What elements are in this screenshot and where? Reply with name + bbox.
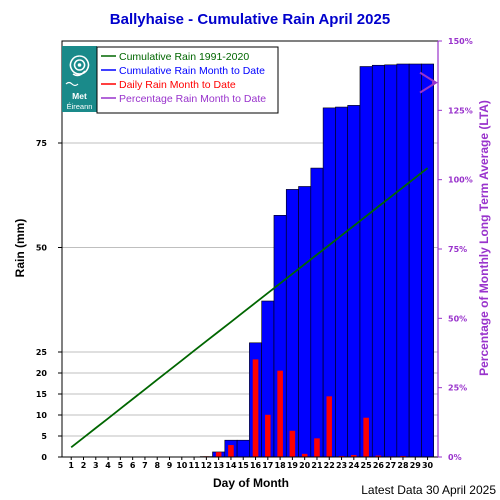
lta-line-group [70, 167, 429, 449]
logo-text-met: Met [72, 91, 87, 101]
y-axis-left-ticks: 0 5 10 15 20 25 50 75 [36, 139, 62, 462]
y-axis-right-ticks: 0% 25% 50% 75% 100% 125% 150% [438, 37, 473, 462]
x-tick-label: 23 [336, 461, 347, 470]
x-tick-label: 27 [385, 461, 396, 470]
x-tick-label: 26 [373, 461, 385, 470]
cumulative-bar [347, 105, 361, 458]
cumulative-bar [298, 186, 312, 458]
y-right-tick-label: 50% [448, 314, 467, 323]
x-tick-label: 20 [299, 461, 311, 470]
x-tick-label: 12 [201, 461, 212, 470]
legend-label: Cumulative Rain Month to Date [119, 65, 265, 77]
cumulative-bar [335, 106, 348, 458]
y-left-tick-label: 50 [36, 244, 48, 253]
x-tick-label: 10 [176, 461, 188, 470]
x-tick-label: 18 [275, 461, 287, 470]
y-left-tick-label: 5 [41, 432, 47, 441]
y-right-tick-label: 150% [448, 37, 473, 46]
x-tick-label: 25 [361, 461, 373, 470]
chart-title: Ballyhaise - Cumulative Rain April 2025 [110, 11, 390, 28]
y-right-tick-label: 125% [448, 106, 473, 115]
x-tick-label: 13 [213, 461, 224, 470]
x-tick-label: 19 [287, 461, 299, 470]
logo-wave-icon [65, 81, 79, 87]
footer-latest-data: Latest Data 30 April 2025 [361, 483, 496, 497]
x-tick-label: 7 [142, 461, 148, 470]
daily-bar [314, 438, 320, 458]
cumulative-bar [408, 63, 422, 458]
x-tick-label: 15 [238, 461, 250, 470]
lta-line [70, 167, 429, 449]
x-tick-label: 28 [397, 461, 409, 470]
cumulative-bar [421, 63, 434, 458]
x-tick-label: 4 [105, 461, 111, 470]
met-eireann-logo: Met Éireann [62, 46, 97, 112]
logo-swirl-icon [69, 55, 90, 77]
x-tick-label: 24 [348, 461, 360, 470]
x-tick-label: 1 [68, 461, 74, 470]
y-right-tick-label: 25% [448, 384, 467, 393]
x-tick-label: 9 [167, 461, 173, 470]
cumulative-bar [371, 64, 385, 458]
x-tick-label: 14 [225, 461, 237, 470]
x-tick-label: 3 [93, 461, 99, 470]
cumulative-bar [285, 189, 299, 458]
y-left-tick-label: 75 [36, 139, 48, 148]
x-tick-label: 2 [81, 461, 87, 470]
cumulative-bars [199, 63, 434, 458]
cumulative-bar [310, 167, 324, 458]
percentage-marker [419, 71, 438, 94]
y-axis-right-label: Percentage of Monthly Long Term Average … [477, 100, 491, 376]
daily-bar [252, 359, 259, 458]
x-tick-label: 8 [154, 461, 160, 470]
logo-background [62, 46, 97, 112]
y-right-tick-label: 0% [448, 453, 462, 462]
percentage-marker-group [419, 71, 438, 94]
x-tick-label: 21 [311, 461, 323, 470]
legend: Cumulative Rain 1991-2020 Cumulative Rain… [96, 46, 279, 114]
y-left-tick-label: 15 [36, 390, 48, 399]
x-tick-label: 16 [250, 461, 262, 470]
x-tick-label: 22 [324, 461, 335, 470]
cumulative-bar [396, 63, 410, 458]
y-left-tick-label: 10 [36, 411, 48, 420]
y-left-tick-label: 25 [36, 348, 48, 357]
x-tick-label: 5 [118, 461, 124, 470]
x-tick-label: 11 [189, 461, 201, 470]
x-axis-ticks: 1 2 3 4 5 6 7 8 9 10 11 12 13 14 15 16 17 18 19 20 21 22 23 24 2… [68, 457, 434, 470]
daily-bar [363, 417, 369, 458]
cumulative-bar [359, 66, 373, 458]
x-tick-label: 29 [410, 461, 422, 470]
y-right-tick-label: 75% [448, 245, 467, 254]
cumulative-bar [384, 64, 398, 458]
legend-box [96, 46, 279, 114]
y-left-tick-label: 20 [36, 369, 48, 378]
daily-bar [289, 430, 296, 458]
daily-bar [326, 396, 333, 458]
legend-label: Daily Rain Month to Date [119, 79, 236, 91]
daily-bar [277, 370, 283, 458]
legend-label: Cumulative Rain 1991-2020 [119, 51, 249, 63]
daily-bar [265, 414, 271, 458]
x-tick-label: 17 [262, 461, 273, 470]
daily-bar [215, 452, 222, 458]
y-left-tick-label: 0 [41, 453, 47, 462]
y-right-tick-label: 100% [448, 176, 473, 185]
daily-bars [203, 359, 406, 458]
daily-bar [228, 445, 234, 458]
x-tick-label: 6 [130, 461, 136, 470]
x-tick-label: 30 [422, 461, 434, 470]
legend-label: Percentage Rain Month to Date [119, 93, 266, 105]
logo-text-eireann: Éireann [67, 102, 93, 111]
cumulative-bar [236, 439, 250, 458]
y-axis-left-label: Rain (mm) [13, 219, 27, 278]
x-axis-label: Day of Month [213, 476, 289, 490]
